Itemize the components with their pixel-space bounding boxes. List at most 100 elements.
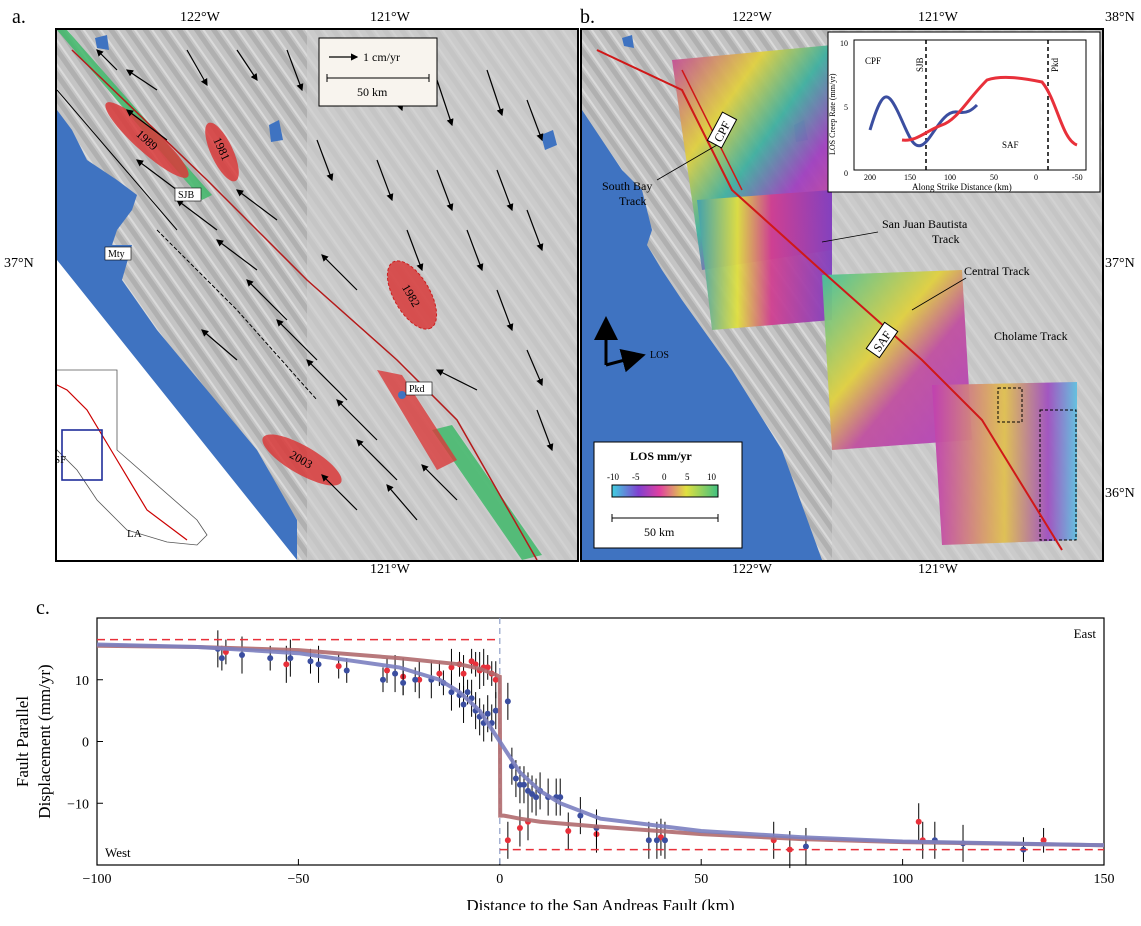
panel-b-lat-38: 38°N — [1105, 10, 1135, 25]
blue-data-point — [460, 701, 467, 708]
blue-data-point — [492, 707, 499, 714]
inset-xtick-200: 200 — [864, 173, 876, 182]
quake-1989-ellipse — [105, 102, 189, 178]
south-bay-label-2: Track — [619, 194, 647, 208]
y-axis-label: Displacement (mm/yr) — [35, 664, 54, 818]
x-tick-label: 100 — [892, 872, 913, 887]
blue-data-point — [412, 676, 419, 683]
blue-data-point — [484, 710, 491, 717]
blue-data-point — [653, 837, 660, 844]
red-data-point — [484, 664, 491, 671]
inset-cpf-label: CPF — [865, 56, 881, 66]
blue-data-point — [400, 679, 407, 686]
cbar-tick-m5: -5 — [632, 472, 640, 482]
x-tick-label: 0 — [496, 872, 503, 887]
blue-data-point — [307, 658, 314, 665]
red-data-point — [283, 661, 290, 668]
blue-data-point — [239, 652, 246, 659]
west-label: West — [105, 845, 131, 860]
quake-2003-ellipse — [262, 434, 342, 486]
panel-a-label: a. — [12, 6, 26, 28]
inset-pkd-label: Pkd — [1050, 57, 1060, 72]
cpf-trace — [681, 69, 743, 191]
blue-data-point — [287, 655, 294, 662]
cbar-tick-5: 5 — [685, 472, 690, 482]
sjb-track-label-2: Track — [932, 232, 960, 246]
inset-la-label: LA — [127, 528, 142, 540]
blue-data-point — [379, 676, 386, 683]
x-axis-label: Distance to the San Andreas Fault (km) — [466, 896, 734, 910]
inset-xtick-m50: -50 — [1072, 173, 1083, 182]
panel-b-lon-121-top: 121°W — [918, 10, 958, 25]
inset-ytick-5: 5 — [844, 103, 848, 112]
colorbar-title: LOS mm/yr — [630, 449, 692, 463]
blue-data-point — [661, 837, 668, 844]
scale-arrow-label: 1 cm/yr — [363, 50, 400, 64]
panel-b-label: b. — [580, 6, 595, 28]
panel-a-lon-bottom: 121°W — [370, 562, 410, 577]
red-data-point — [915, 818, 922, 825]
panel-a-lon-121: 121°W — [370, 10, 410, 25]
quake-1981-ellipse — [205, 122, 239, 182]
panel-c-label: c. — [36, 597, 50, 619]
cholame-track-label: Cholame Track — [994, 329, 1068, 343]
model-curve — [96, 642, 1105, 848]
red-data-point — [1040, 837, 1047, 844]
blue-data-point — [343, 667, 350, 674]
panel-a-scale-label: 50 km — [357, 85, 388, 99]
los-right-arrow — [605, 349, 646, 373]
red-data-point — [384, 667, 391, 674]
blue-data-point — [392, 670, 399, 677]
blue-data-point — [520, 781, 527, 788]
creeping-zone-south — [432, 425, 542, 560]
blue-data-point — [557, 794, 564, 801]
inset-xlabel: Along Strike Distance (km) — [912, 182, 1012, 192]
inset-sjb-label: SJB — [915, 57, 925, 72]
east-label: East — [1074, 626, 1097, 641]
saf-trace — [596, 49, 1063, 551]
red-data-point — [460, 670, 467, 677]
panel-b-lon-122-bottom: 122°W — [732, 562, 772, 577]
california-inset: SF LA — [57, 369, 208, 546]
panel-b-svg: CPF SAF South Bay Track San Juan Bautist… — [582, 30, 1102, 560]
blue-data-point — [802, 843, 809, 850]
inset-saf-label: SAF — [1002, 140, 1019, 150]
cbar-tick-m10: -10 — [607, 472, 619, 482]
cholame-track-swath — [932, 382, 1077, 545]
creep-rate-inset: LOS Creep Rate (mm/yr) 0 5 10 200 150 10… — [827, 31, 1101, 193]
parkfield-zone — [377, 370, 457, 470]
red-data-point — [516, 824, 523, 831]
central-track-label: Central Track — [964, 264, 1030, 278]
blue-data-point — [448, 689, 455, 696]
inset-cpf-curve — [868, 95, 979, 148]
inset-ytick-0: 0 — [844, 169, 848, 178]
blue-data-point — [504, 698, 511, 705]
red-data-point — [448, 664, 455, 671]
place-mty: Mty — [108, 249, 125, 260]
sjb-track-label-1: San Juan Bautista — [882, 217, 968, 231]
cbar-tick-10: 10 — [707, 472, 717, 482]
red-data-point — [565, 828, 572, 835]
blue-data-point — [577, 812, 584, 819]
red-data-point — [335, 663, 342, 670]
y-tick-label: −10 — [67, 797, 89, 812]
panel-b-lat-37: 37°N — [1105, 256, 1135, 271]
blue-data-point — [315, 661, 322, 668]
y-axis-label: Fault Parallel — [13, 696, 32, 787]
y-tick-label: 0 — [82, 736, 89, 751]
x-tick-label: 50 — [694, 872, 708, 887]
colorbar — [611, 484, 719, 498]
panel-b-lon-122-top: 122°W — [732, 10, 772, 25]
place-sjb: SJB — [178, 190, 194, 201]
inset-xtick-0: 0 — [1034, 173, 1038, 182]
blue-data-point — [464, 689, 471, 696]
south-bay-label-1: South Bay — [602, 179, 652, 193]
san-andreas-trace — [71, 49, 538, 560]
inset-xtick-100: 100 — [944, 173, 956, 182]
panel-a-map: 1 cm/yr 50 km 1989 1981 1982 2003 SJB Mt… — [55, 28, 579, 562]
blue-data-point — [533, 794, 540, 801]
x-tick-label: −50 — [287, 872, 309, 887]
y-tick-label: 10 — [75, 674, 89, 689]
panel-a-scale-box — [318, 37, 438, 107]
